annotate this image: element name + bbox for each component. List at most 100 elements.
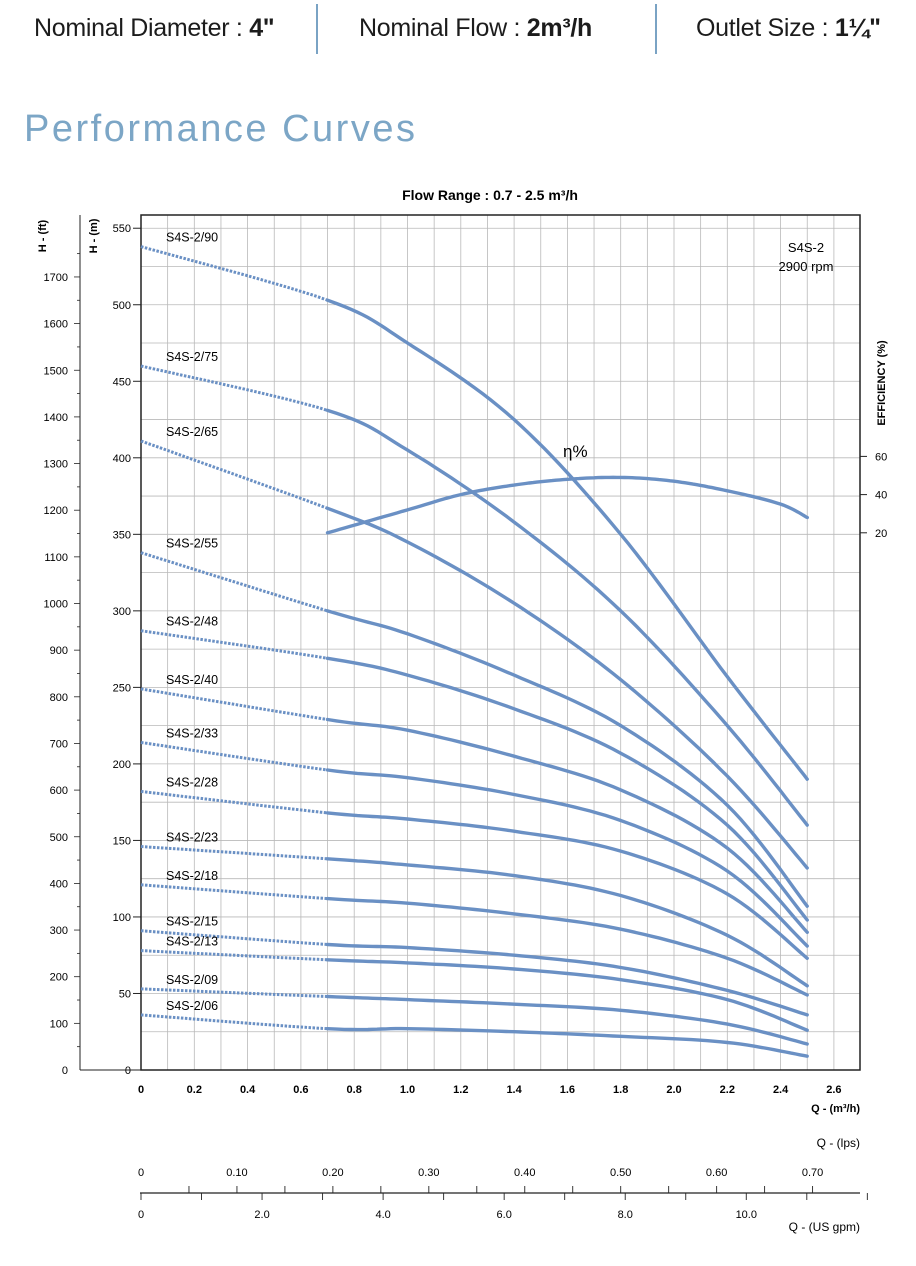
x-tick-label: 1.4 (506, 1084, 522, 1096)
spec-header: Nominal Diameter : 4" Nominal Flow : 2m³… (0, 0, 916, 60)
curve-solid-section (325, 942, 809, 1017)
curve-solid-section (325, 506, 809, 870)
efficiency-tick-label: 20 (875, 528, 887, 540)
y-tick-label: 250 (113, 682, 131, 694)
y-tick-label: 350 (113, 529, 131, 541)
curve-label: S4S-2/18 (166, 869, 218, 883)
ft-tick-label: 1500 (44, 365, 68, 377)
curve-label: S4S-2/65 (166, 425, 218, 439)
curve-label: S4S-2/06 (166, 999, 218, 1013)
ft-tick-label: 500 (50, 832, 68, 844)
curve-solid-section (325, 656, 809, 922)
gpm-tick-label: 4.0 (375, 1209, 390, 1221)
curve-label: S4S-2/48 (166, 615, 218, 629)
nominal-flow-value: 2m³/h (526, 14, 592, 42)
curve-dashed-section (140, 987, 328, 998)
curve-label: S4S-2/55 (166, 537, 218, 551)
lps-tick-label: 0.30 (418, 1167, 439, 1179)
curve-label: S4S-2/28 (166, 775, 218, 789)
chart-title: Flow Range : 0.7 - 2.5 m³/h (402, 187, 578, 203)
x-tick-label: 0.2 (187, 1084, 202, 1096)
lps-axis-title: Q - (lps) (817, 1136, 860, 1150)
y-tick-label: 100 (113, 912, 131, 924)
y-tick-label: 500 (113, 300, 131, 312)
ft-tick-label: 1400 (44, 412, 68, 424)
x-tick-label: 1.6 (560, 1084, 575, 1096)
curve-solid-section (325, 609, 809, 908)
ft-tick-label: 1000 (44, 599, 68, 611)
lps-tick-label: 0 (138, 1167, 144, 1179)
gpm-tick-label: 6.0 (497, 1209, 512, 1221)
curve-solid-section (325, 896, 809, 997)
axis-labels: 0 0.2 0.4 0.6 0.8 1.0 1.2 1.4 1.6 1.8 2.0 2.2 2.4 2.6… (44, 223, 888, 1221)
ft-tick-label: 1700 (44, 272, 68, 284)
x-tick-label: 1.8 (613, 1084, 628, 1096)
ft-tick-label: 600 (50, 785, 68, 797)
curve-solid-section (325, 408, 809, 827)
curve-dashed-section (140, 789, 328, 815)
nominal-diameter: Nominal Diameter : 4" (34, 14, 275, 43)
curve-dashed-section (140, 949, 328, 962)
lps-tick-label: 0.50 (610, 1167, 631, 1179)
efficiency-tick-label: 60 (875, 451, 887, 463)
curve-label: S4S-2/75 (166, 350, 218, 364)
curve-dashed-section (140, 929, 328, 946)
gpm-tick-label: 2.0 (254, 1209, 269, 1221)
y-tick-label: 400 (113, 453, 131, 465)
gpm-tick-label: 0 (138, 1209, 144, 1221)
curve-solid-section (325, 811, 809, 960)
efficiency-tick-label: 40 (875, 490, 887, 502)
info-model: S4S-2 (788, 240, 824, 255)
curve-dashed-section (140, 687, 328, 721)
y-tick-label: 0 (125, 1065, 131, 1077)
ft-tick-label: 1300 (44, 459, 68, 471)
plot-frame (140, 214, 861, 1071)
x-axis-title: Q - (m³/h) (811, 1103, 860, 1115)
curve-solid-section (325, 298, 809, 781)
nominal-diameter-label: Nominal Diameter : (34, 14, 250, 42)
x-tick-label: 0.6 (293, 1084, 308, 1096)
curve-dashed-section (140, 551, 328, 613)
y-tick-label: 550 (113, 223, 131, 235)
lps-tick-label: 0.10 (226, 1167, 247, 1179)
lps-tick-label: 0.40 (514, 1167, 535, 1179)
curve-dashed-section (140, 364, 328, 412)
ft-tick-label: 300 (50, 925, 68, 937)
ft-tick-label: 400 (50, 878, 68, 890)
y-axis-title-m: H - (m) (88, 218, 100, 253)
x-tick-label: 1.2 (453, 1084, 468, 1096)
y-tick-label: 450 (113, 376, 131, 388)
x-tick-label: 1.0 (400, 1084, 415, 1096)
header-divider (316, 4, 318, 54)
efficiency-curve-label: η% (563, 442, 588, 461)
curve-dashed-section (140, 439, 329, 510)
page-title: Performance Curves (24, 108, 418, 150)
ft-tick-label: 900 (50, 645, 68, 657)
ft-tick-label: 1600 (44, 319, 68, 331)
efficiency-axis-title: EFFICIENCY (%) (876, 340, 888, 426)
gpm-tick-label: 8.0 (618, 1209, 633, 1221)
x-tick-label: 2.4 (773, 1084, 789, 1096)
outlet-size-value: 1¼" (834, 14, 881, 42)
ft-tick-label: 100 (50, 1018, 68, 1030)
curve-solid-section (325, 768, 809, 948)
gpm-tick-label: 10.0 (736, 1209, 757, 1221)
curve-solid-section (325, 717, 809, 934)
nominal-flow-label: Nominal Flow : (359, 14, 527, 42)
pump-curves (140, 245, 809, 1058)
nominal-flow: Nominal Flow : 2m³/h (359, 14, 592, 43)
x-tick-label: 0.8 (347, 1084, 362, 1096)
curve-dashed-section (140, 845, 328, 861)
ft-tick-label: 700 (50, 738, 68, 750)
y-tick-label: 300 (113, 606, 131, 618)
x-tick-label: 0 (138, 1084, 144, 1096)
lps-tick-label: 0.20 (322, 1167, 343, 1179)
curve-solid-section (325, 857, 809, 988)
outlet-size: Outlet Size : 1¼" (696, 14, 881, 43)
y-tick-label: 50 (119, 988, 131, 1000)
curve-label: S4S-2/13 (166, 935, 218, 949)
curve-label: S4S-2/09 (166, 973, 218, 987)
y-tick-label: 150 (113, 835, 131, 847)
chart-grid (141, 215, 860, 1070)
